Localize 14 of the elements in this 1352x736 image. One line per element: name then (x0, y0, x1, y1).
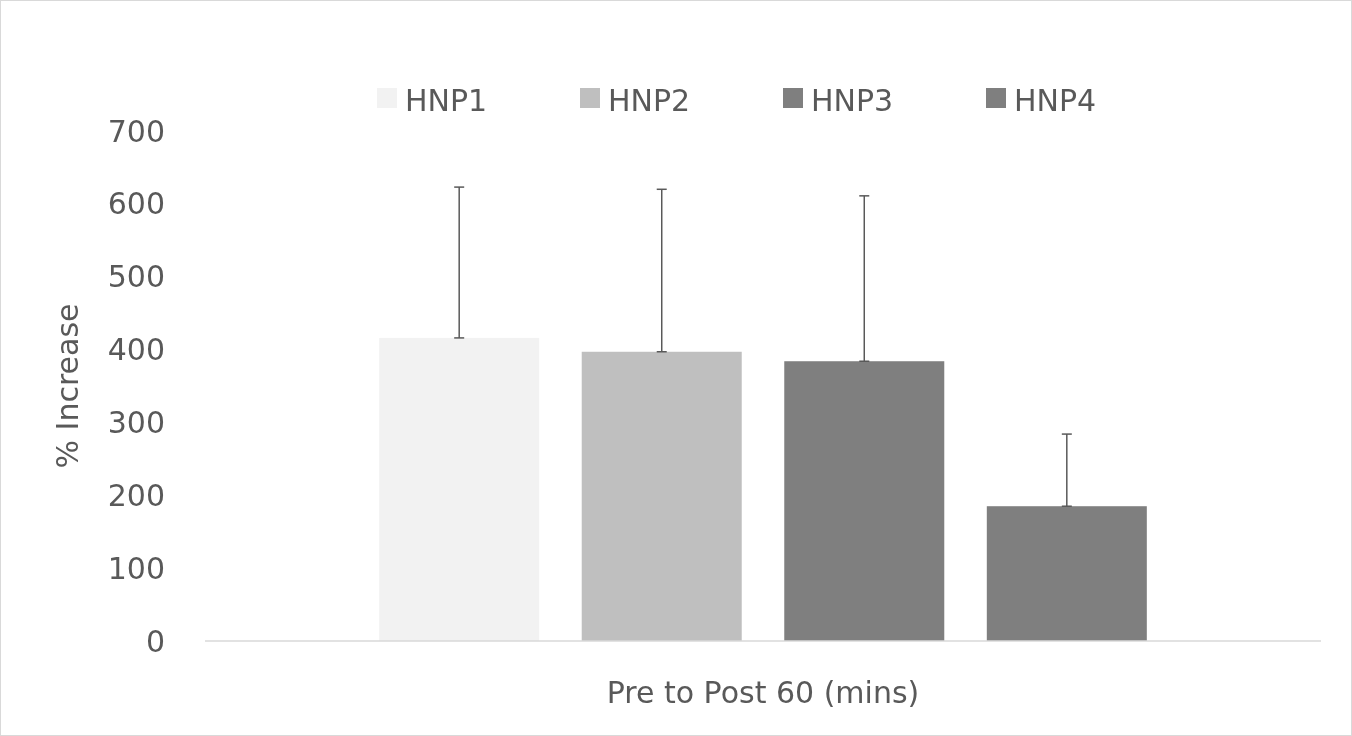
y-tick-label: 500 (107, 259, 165, 295)
legend-label: HNP2 (608, 82, 691, 118)
y-tick-label: 400 (107, 332, 165, 368)
y-tick-label: 600 (107, 186, 165, 222)
y-tick-label: 300 (107, 404, 165, 440)
x-tick-label: Pre to Post 60 (mins) (606, 675, 920, 710)
y-tick-label: 0 (145, 623, 165, 659)
y-axis-title: % Increase (50, 303, 85, 469)
y-tick-label: 700 (107, 113, 165, 149)
y-tick-label: 200 (107, 477, 165, 513)
legend-label: HNP4 (1014, 82, 1097, 118)
y-tick-label: 100 (107, 550, 165, 586)
legend-label: HNP1 (405, 82, 488, 118)
legend-label: HNP3 (811, 82, 894, 118)
